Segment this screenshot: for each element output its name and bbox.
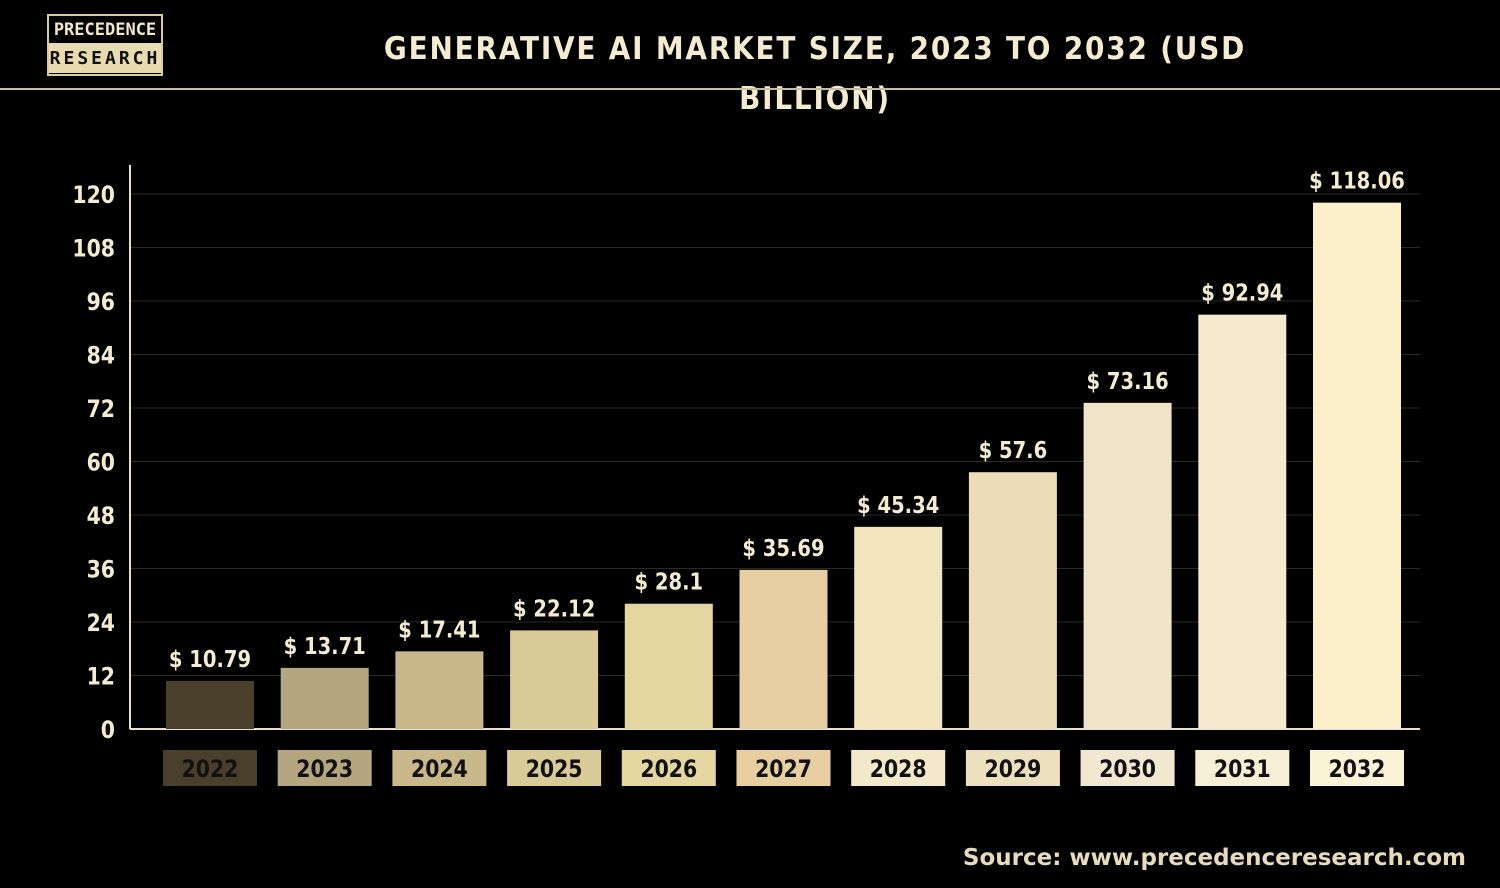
y-tick-label: 60 xyxy=(87,449,115,477)
bar-2028 xyxy=(854,526,943,729)
x-tick-label-2030: 2030 xyxy=(1099,755,1156,783)
bar-2027 xyxy=(739,569,828,729)
y-tick-label: 108 xyxy=(72,235,115,263)
bar-2030 xyxy=(1083,402,1172,729)
x-label-box-2032 xyxy=(1310,750,1404,786)
y-tick-label: 120 xyxy=(72,181,115,209)
y-tick-label: 96 xyxy=(87,288,115,316)
data-label-2027: $ 35.69 xyxy=(742,535,824,562)
x-label-box-2022 xyxy=(163,750,257,786)
bar-2025 xyxy=(510,630,599,729)
x-tick-label-2028: 2028 xyxy=(870,755,927,783)
y-tick-label: 12 xyxy=(87,663,115,691)
data-label-2030: $ 73.16 xyxy=(1087,368,1169,395)
data-label-2031: $ 92.94 xyxy=(1201,280,1283,307)
data-label-2025: $ 22.12 xyxy=(513,596,595,623)
bar-2032 xyxy=(1313,202,1401,729)
x-label-box-2028 xyxy=(851,750,946,786)
y-tick-label: 36 xyxy=(87,556,115,584)
precedence-research-logo: PRECEDENCE RESEARCH xyxy=(47,14,163,76)
x-tick-label-2032: 2032 xyxy=(1329,755,1386,783)
x-tick-label-2022: 2022 xyxy=(182,755,239,783)
bar-2026 xyxy=(624,603,713,729)
x-label-box-2025 xyxy=(507,750,602,786)
y-tick-label: 72 xyxy=(87,395,115,423)
logo-line-2: RESEARCH xyxy=(49,43,161,73)
data-label-2026: $ 28.1 xyxy=(635,569,704,596)
bar-2031 xyxy=(1198,314,1287,729)
bar-2022 xyxy=(166,680,254,729)
x-tick-label-2024: 2024 xyxy=(411,755,468,783)
x-tick-label-2029: 2029 xyxy=(985,755,1042,783)
data-label-2032: $ 118.06 xyxy=(1309,168,1405,195)
y-tick-label: 24 xyxy=(87,609,115,637)
x-label-box-2027 xyxy=(736,750,831,786)
x-label-box-2029 xyxy=(965,750,1060,786)
data-label-2029: $ 57.6 xyxy=(979,438,1048,465)
bar-2024 xyxy=(395,651,484,729)
data-label-2024: $ 17.41 xyxy=(398,617,480,644)
x-tick-label-2023: 2023 xyxy=(296,755,353,783)
x-tick-label-2025: 2025 xyxy=(526,755,583,783)
y-tick-label: 48 xyxy=(87,502,115,530)
data-label-2028: $ 45.34 xyxy=(857,492,939,519)
x-tick-label-2027: 2027 xyxy=(755,755,812,783)
source-note: Source: www.precedenceresearch.com xyxy=(962,845,1466,871)
chart-title: GENERATIVE AI MARKET SIZE, 2023 TO 2032 … xyxy=(383,31,1247,117)
title-divider xyxy=(0,88,1500,90)
x-label-box-2024 xyxy=(392,750,487,786)
x-label-box-2030 xyxy=(1080,750,1175,786)
x-label-box-2031 xyxy=(1195,750,1290,786)
x-tick-label-2026: 2026 xyxy=(640,755,697,783)
bar-2023 xyxy=(280,667,369,729)
x-label-box-2023 xyxy=(277,750,372,786)
logo-line-1: PRECEDENCE xyxy=(53,20,157,40)
bar-2029 xyxy=(968,472,1057,729)
data-label-2022: $ 10.79 xyxy=(169,646,251,673)
y-tick-label: 84 xyxy=(87,342,115,370)
x-label-box-2026 xyxy=(621,750,716,786)
data-label-2023: $ 13.71 xyxy=(284,633,366,660)
x-tick-label-2031: 2031 xyxy=(1214,755,1271,783)
y-tick-label: 0 xyxy=(101,716,115,744)
